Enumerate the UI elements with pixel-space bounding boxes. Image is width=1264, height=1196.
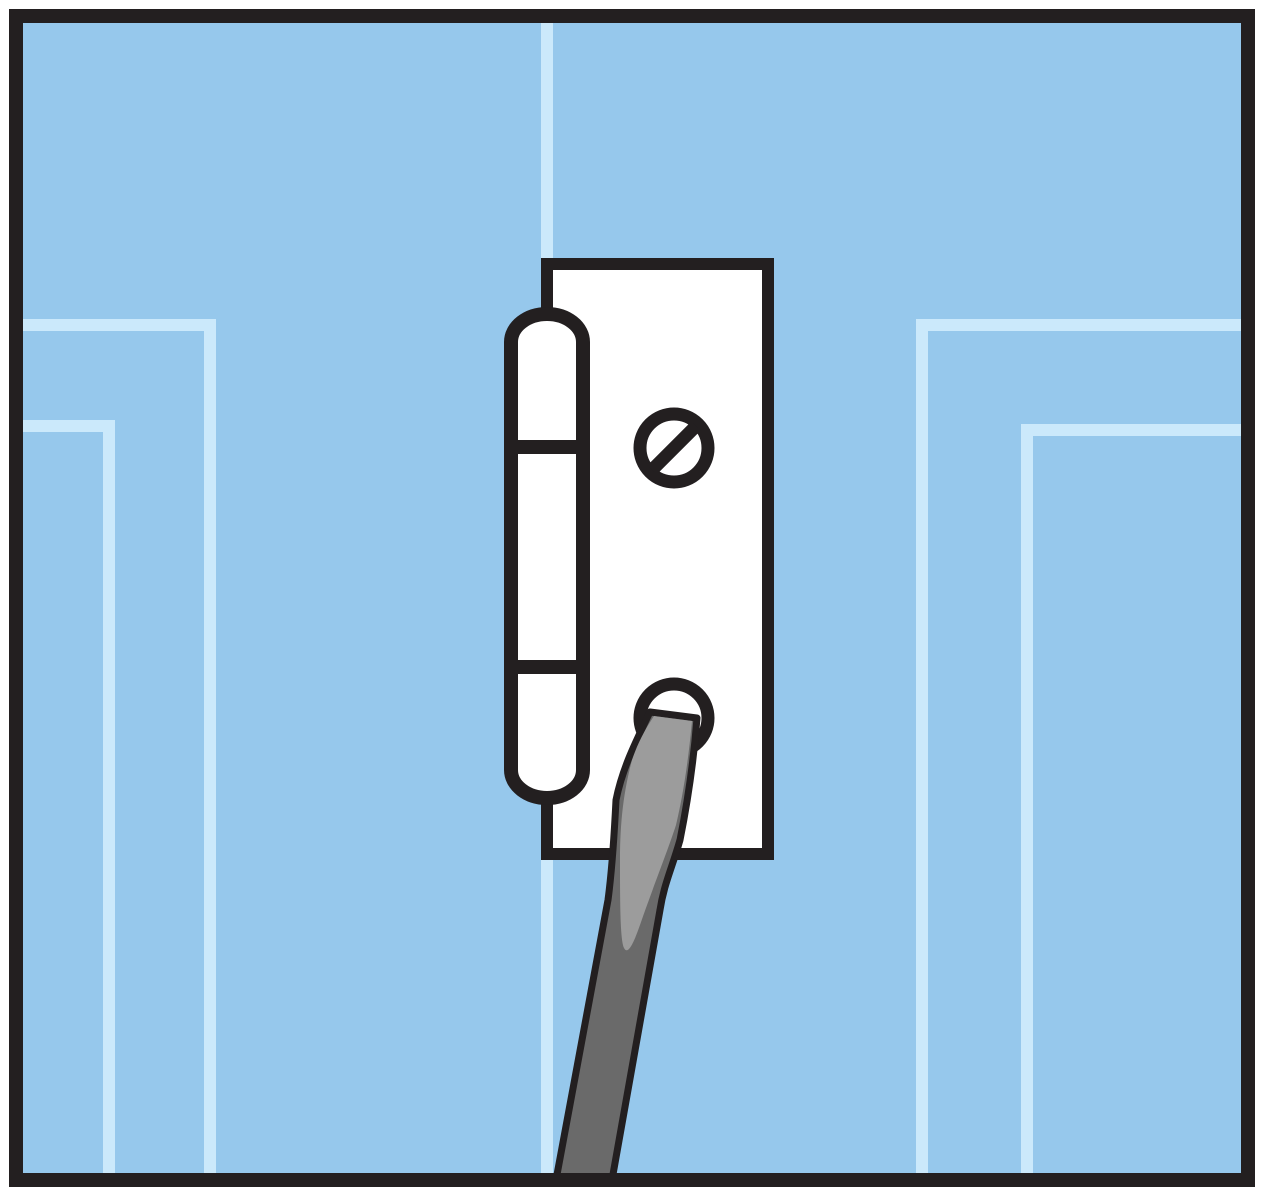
right-outer-panel-line xyxy=(916,319,1248,1180)
left-inner-panel-line xyxy=(16,420,115,1180)
door-trim-lines xyxy=(16,16,1248,1180)
screw-upper-slot xyxy=(647,421,701,475)
screwdriver-tip-highlight xyxy=(620,716,692,951)
left-outer-panel-line xyxy=(16,319,216,1180)
hinge-knuckle-barrel xyxy=(504,307,590,805)
hinge-knuckle xyxy=(504,307,590,805)
right-inner-panel-line xyxy=(1021,424,1248,1180)
frame-border xyxy=(9,9,1255,1187)
screw-upper xyxy=(633,407,715,489)
